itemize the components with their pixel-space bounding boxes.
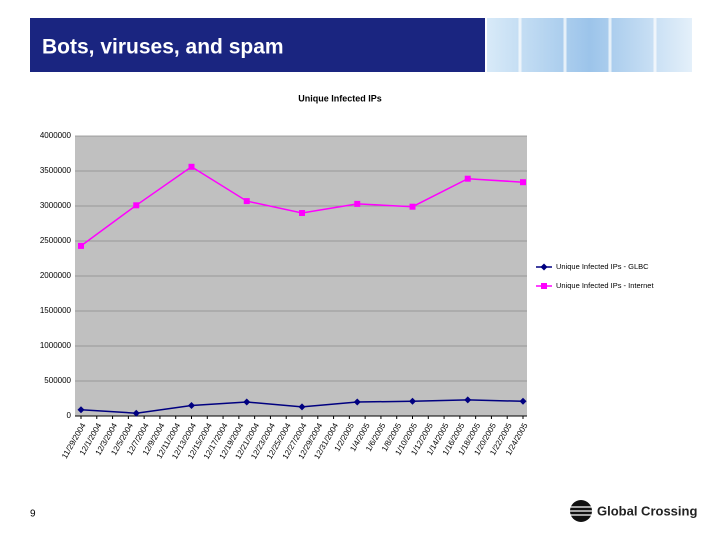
marker bbox=[520, 179, 526, 186]
y-tick-label: 0 bbox=[67, 411, 72, 420]
marker bbox=[464, 175, 471, 182]
slide-title: Bots, viruses, and spam bbox=[42, 36, 284, 59]
y-tick-label: 3500000 bbox=[40, 166, 72, 175]
marker bbox=[519, 397, 527, 405]
marker bbox=[354, 200, 361, 207]
marker bbox=[298, 403, 306, 411]
legend-marker bbox=[540, 263, 548, 271]
marker bbox=[132, 409, 140, 417]
y-tick-label: 1500000 bbox=[40, 306, 72, 315]
legend-marker bbox=[541, 283, 547, 289]
y-tick-label: 2500000 bbox=[40, 236, 72, 245]
header-image bbox=[487, 18, 692, 72]
y-tick-label: 3000000 bbox=[40, 201, 72, 210]
marker bbox=[133, 202, 140, 209]
marker bbox=[409, 203, 416, 210]
marker bbox=[299, 210, 305, 216]
header-image-lines bbox=[518, 18, 657, 72]
legend-label: Unique Infected IPs - GLBC bbox=[556, 262, 649, 271]
y-tick-label: 500000 bbox=[44, 376, 71, 385]
header-band bbox=[30, 18, 485, 72]
marker bbox=[188, 402, 195, 409]
legend-label: Unique Infected IPs - Internet bbox=[556, 281, 654, 290]
marker bbox=[243, 198, 250, 205]
chart-title: Unique Infected IPs bbox=[298, 93, 382, 103]
page-number: 9 bbox=[30, 509, 36, 520]
y-tick-label: 2000000 bbox=[40, 271, 72, 280]
logo: Global Crossing bbox=[570, 500, 697, 522]
marker bbox=[409, 397, 416, 405]
marker bbox=[188, 163, 195, 170]
marker bbox=[243, 398, 251, 406]
y-tick-label: 1000000 bbox=[40, 341, 72, 350]
marker bbox=[78, 242, 84, 249]
marker bbox=[353, 398, 361, 406]
logo-text: Global Crossing bbox=[597, 503, 697, 518]
marker bbox=[77, 406, 85, 414]
marker bbox=[464, 396, 472, 404]
y-tick-label: 4000000 bbox=[40, 131, 72, 140]
